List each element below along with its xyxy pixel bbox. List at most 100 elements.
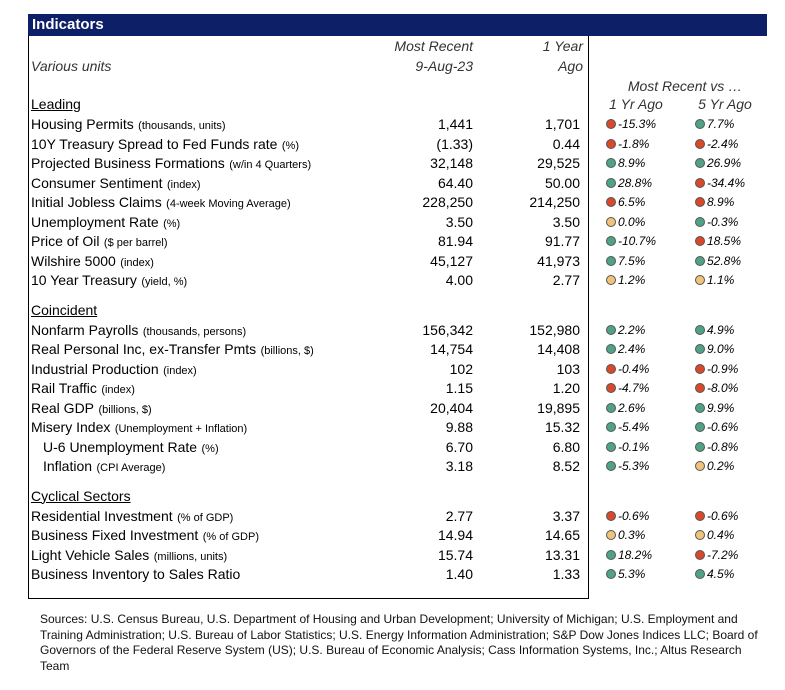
indicator-unit: (CPI Average) [96,462,166,474]
most-recent: 102 [449,360,473,377]
indicator-name: Nonfarm Payrolls [31,321,139,338]
change-pct: 8.9% [618,156,646,170]
indicator-unit: (% of GDP) [177,511,234,524]
indicator-name: Inflation [43,458,93,474]
change-pct: 2.2% [618,322,646,337]
status-dot [606,344,616,354]
most-recent: 64.40 [437,174,473,191]
indicator-name: Business Inventory to Sales Ratio [31,566,241,582]
year-ago: 50.00 [544,174,580,191]
change-pct: 28.8% [618,175,653,190]
change-pct: 52.8% [707,253,742,268]
row-label: Initial Jobless Claims (4-week Moving Av… [31,193,291,211]
change-pct: 0.4% [707,528,735,542]
indicator-name: 10Y Treasury Spread to Fed Funds rate [31,135,278,152]
most-recent: 20,404 [430,399,473,416]
indicator-name: Initial Jobless Claims [31,194,162,210]
indicator-unit: (thousands, units) [138,120,226,132]
table-border [28,36,29,598]
status-dot [606,119,616,129]
row-label: 10 Year Treasury (yield, %) [31,271,187,289]
table-border [28,598,589,599]
status-dot [606,461,616,471]
change-pct: -15.3% [618,117,657,131]
indicator-name: Rail Traffic [31,380,97,396]
change-pct: 26.9% [707,156,742,170]
change-pct: 7.5% [618,253,646,268]
column-divider [588,36,589,598]
title: Indicators [32,16,104,33]
status-dot [695,530,705,540]
change-pct: -0.3% [707,214,739,229]
change-pct: 0.3% [618,528,646,542]
indicator-unit: (index) [120,256,154,269]
status-dot [606,549,616,560]
change-pct: 9.0% [707,342,735,356]
change-pct: 0.2% [707,459,735,473]
indicator-unit: (billions, $) [260,345,314,357]
change-pct: -0.6% [707,420,739,434]
change-pct: -0.1% [618,439,650,454]
status-dot [606,441,616,452]
status-dot [695,569,705,579]
change-pct: -4.7% [618,381,650,395]
status-dot [695,119,705,129]
indicator-name: Real GDP [31,399,95,416]
indicator-unit: (millions, units) [153,550,228,563]
status-dot [695,549,705,560]
column-header: Most Recent [394,38,473,54]
title-bar: Indicators [28,14,767,36]
row-label: 10Y Treasury Spread to Fed Funds rate (%… [31,135,299,153]
change-pct: 2.6% [618,400,646,415]
status-dot [695,510,705,521]
status-dot [606,138,616,149]
column-header: Various units [31,58,112,74]
status-dot [695,255,705,266]
change-pct: -0.4% [618,361,650,376]
change-pct: 18.2% [618,547,653,562]
indicator-name: Industrial Production [31,360,159,377]
change-pct: 18.5% [707,234,742,248]
year-ago: 103 [556,360,580,377]
change-pct: 0.0% [618,214,646,229]
row-label: Misery Index (Unemployment + Inflation) [31,418,247,436]
most-recent: 81.94 [437,233,473,249]
row-label: Housing Permits (thousands, units) [31,115,226,133]
row-label: Unemployment Rate (%) [31,213,180,231]
year-ago: 3.37 [552,507,580,524]
change-pct: -1.8% [618,136,650,151]
row-label: Business Fixed Investment (% of GDP) [31,526,259,544]
year-ago: 19,895 [537,399,580,416]
change-pct: 1.2% [618,273,646,287]
status-dot [606,177,616,188]
row-label: Nonfarm Payrolls (thousands, persons) [31,321,246,339]
indicator-unit: (%) [163,217,181,230]
indicator-name: Consumer Sentiment [31,174,163,191]
year-ago: 41,973 [537,252,580,269]
indicator-unit: (billions, $) [98,403,152,416]
indicator-name: Price of Oil [31,233,100,249]
column-header: 1 Year [542,38,583,54]
change-pct: 9.9% [707,400,735,415]
change-pct: -0.6% [618,508,650,523]
indicator-name: Residential Investment [31,507,173,524]
column-header: 1 Yr Ago [609,96,663,112]
change-pct: -0.9% [707,361,739,376]
indicator-unit: (index) [163,364,197,377]
most-recent: 14,754 [430,341,473,357]
indicator-unit: (4-week Moving Average) [166,198,291,210]
change-pct: -0.6% [707,508,739,523]
most-recent: 4.00 [445,272,473,288]
most-recent: 156,342 [422,321,473,338]
indicator-unit: (thousands, persons) [142,325,247,338]
section-title: Cyclical Sectors [31,487,131,504]
row-label: Wilshire 5000 (index) [31,252,154,270]
status-dot [695,383,705,393]
indicator-unit: (index) [166,178,201,191]
most-recent: 228,250 [422,194,473,210]
change-pct: 2.4% [618,342,646,356]
row-label: Real Personal Inc, ex-Transfer Pmts (bil… [31,340,314,358]
indicator-unit: (yield, %) [141,276,188,288]
year-ago: 14,408 [537,341,580,357]
change-pct: 7.7% [707,117,735,131]
